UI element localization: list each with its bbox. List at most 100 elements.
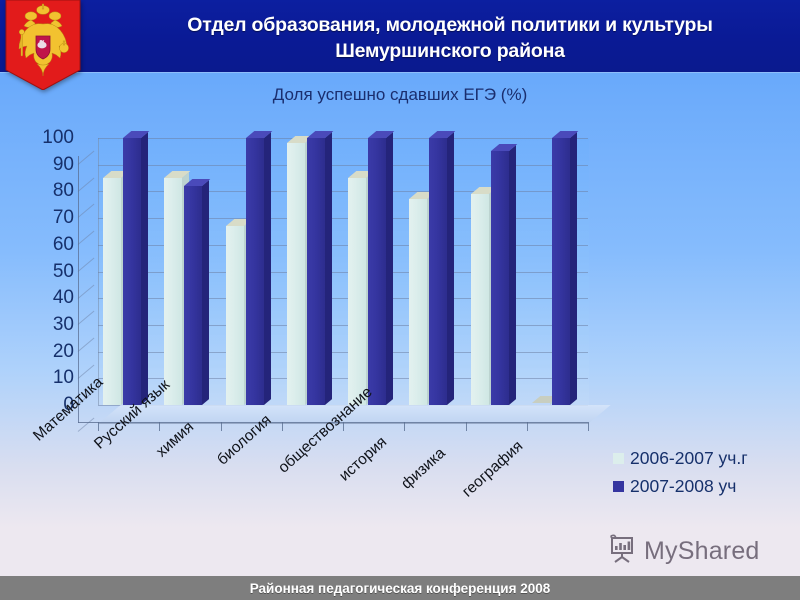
x-axis-tick <box>343 422 344 431</box>
gridline <box>98 271 588 273</box>
bar-chart: 100 90 80 70 60 50 40 30 20 10 0 2006-2007 уч.г 200… <box>0 127 800 496</box>
legend-swatch <box>613 481 624 492</box>
chart-legend: 2006-2007 уч.г 2007-2008 уч <box>613 448 748 504</box>
y-axis-tick: 70 <box>52 207 74 229</box>
y-axis-tick: 100 <box>42 127 74 148</box>
bar-face <box>286 143 305 405</box>
y-axis-tick-labels: 100 90 80 70 60 50 40 30 20 10 0 <box>22 127 74 430</box>
bar-series1 <box>164 171 191 405</box>
y-axis-tick: 0 <box>63 394 74 415</box>
bar-series1 <box>531 396 559 405</box>
bar-series2 <box>490 144 517 406</box>
footer-bar: Районная педагогическая конференция 2008 <box>0 576 800 600</box>
gridline-depth <box>77 177 95 192</box>
x-axis-tick <box>526 422 528 431</box>
bar-face <box>306 138 325 405</box>
gridline <box>98 164 588 166</box>
bar-face <box>551 138 570 405</box>
bar-side <box>141 132 148 406</box>
gridline <box>98 351 588 353</box>
gridline <box>98 218 588 220</box>
bar-face <box>225 226 244 405</box>
bar-series1 <box>470 187 497 405</box>
bar-side <box>508 145 516 406</box>
plot-area <box>77 130 611 432</box>
page-title: Отдел образования, молодежной политики и… <box>187 14 713 62</box>
bar-face <box>164 178 183 405</box>
x-axis-tick <box>98 422 99 431</box>
bar-series1 <box>103 171 130 405</box>
bar-series2 <box>429 131 456 406</box>
chart-depth-wall <box>77 138 100 432</box>
bar-series2 <box>245 131 272 406</box>
y-axis-tick: 60 <box>52 233 74 255</box>
x-axis-line <box>78 422 588 423</box>
x-axis-category-labels: Математика Русский язык химия биология общес… <box>0 374 800 540</box>
legend-item: 2007-2008 уч <box>613 476 748 497</box>
bar-face <box>103 178 121 405</box>
russian-coat-of-arms-icon <box>4 0 82 90</box>
gridline-depth <box>77 284 95 299</box>
y-axis-tick: 40 <box>52 287 74 309</box>
x-axis-label: география <box>458 437 527 501</box>
gridline <box>98 138 588 139</box>
gridline-depth <box>77 310 95 326</box>
gridline <box>98 244 588 246</box>
bar-face <box>184 186 203 405</box>
y-axis-tick: 20 <box>52 340 74 362</box>
y-axis-tick: 50 <box>52 260 74 282</box>
gridline-depth <box>77 204 95 219</box>
bar-face <box>470 194 489 405</box>
x-axis-tick <box>281 422 283 431</box>
watermark-label: MyShared <box>644 537 760 565</box>
bar-face <box>429 138 448 405</box>
presentation-chart-easel-icon <box>608 534 638 569</box>
bar-series1 <box>225 219 252 405</box>
bar-series-container <box>98 131 588 406</box>
bar-series1 <box>286 136 314 406</box>
bar-series1 <box>409 192 436 405</box>
y-axis-tick: 30 <box>52 313 74 335</box>
gridline <box>98 378 588 380</box>
bar-side <box>447 132 455 406</box>
bar-side <box>263 132 271 406</box>
bar-series2 <box>123 131 150 406</box>
bar-series1 <box>348 171 375 405</box>
bar-face <box>490 151 509 405</box>
y-axis-tick: 10 <box>52 367 74 389</box>
y-axis-tick: 80 <box>52 180 74 202</box>
legend-swatch <box>613 453 624 464</box>
x-axis-tick <box>465 422 467 431</box>
header-band <box>0 0 800 72</box>
gridline <box>98 324 588 326</box>
x-axis-label: история <box>336 433 391 485</box>
gridline-depth <box>77 257 95 272</box>
bar-side <box>324 132 332 406</box>
bar-side <box>569 132 577 406</box>
x-axis-label: физика <box>397 444 449 493</box>
bar-series2 <box>306 131 334 406</box>
gridline-depth <box>77 150 95 165</box>
y-axis-line <box>78 156 79 423</box>
bar-series2 <box>184 179 211 405</box>
myshared-watermark: MyShared <box>608 534 760 569</box>
bar-face <box>245 138 264 405</box>
gridline-depth <box>77 230 95 245</box>
x-axis-tick <box>404 422 406 431</box>
x-axis-tick <box>159 422 161 431</box>
bar-face <box>409 199 428 405</box>
legend-item: 2006-2007 уч.г <box>613 448 748 469</box>
bar-side <box>202 180 210 405</box>
gridline <box>98 298 588 300</box>
footer-label: Районная педагогическая конференция 2008 <box>249 580 551 596</box>
x-axis-tick <box>220 422 222 431</box>
bar-face <box>368 138 386 405</box>
bar-side <box>386 132 393 406</box>
chart-title: Доля успешно сдавших ЕГЭ (%) <box>272 85 528 104</box>
gridline <box>98 191 588 193</box>
legend-label: 2006-2007 уч.г <box>630 448 748 468</box>
x-axis-tick <box>588 422 589 431</box>
bar-series2 <box>368 131 395 406</box>
bar-face <box>123 138 141 405</box>
